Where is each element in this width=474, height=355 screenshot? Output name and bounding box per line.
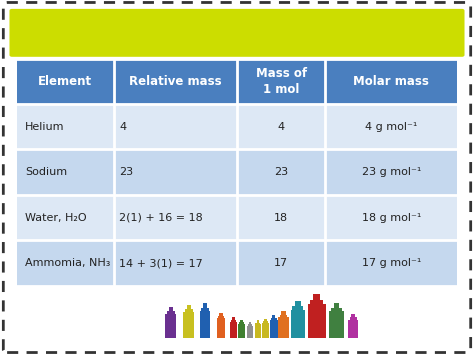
Text: Element: Element — [38, 75, 92, 88]
Bar — [17, 59, 457, 104]
Bar — [238, 324, 245, 338]
Bar — [310, 300, 323, 304]
Bar — [249, 322, 251, 324]
Bar — [291, 310, 305, 338]
Text: Sodium: Sodium — [25, 167, 67, 177]
Bar — [278, 317, 289, 338]
Bar — [218, 316, 224, 318]
Bar — [17, 195, 457, 240]
Bar — [169, 307, 173, 311]
Bar — [232, 317, 235, 320]
Text: Helium: Helium — [25, 122, 64, 132]
Bar — [17, 104, 457, 149]
Bar — [219, 312, 223, 316]
Bar — [247, 326, 253, 338]
Text: 23: 23 — [119, 167, 133, 177]
Text: 18 g mol⁻¹: 18 g mol⁻¹ — [362, 213, 421, 223]
Text: 18: 18 — [274, 213, 288, 223]
Bar — [167, 311, 174, 314]
Bar — [255, 324, 261, 338]
Text: 4: 4 — [119, 122, 127, 132]
Text: Relative mass: Relative mass — [129, 75, 222, 88]
Bar — [185, 309, 192, 312]
Bar — [351, 314, 355, 317]
Bar — [17, 149, 457, 195]
Bar — [203, 303, 207, 308]
Bar — [248, 324, 252, 326]
Bar — [282, 311, 285, 315]
Bar — [313, 294, 320, 300]
Bar — [183, 312, 194, 338]
Bar — [270, 320, 278, 338]
Text: Molar mass: Molar mass — [353, 75, 429, 88]
Text: Water, H₂O: Water, H₂O — [25, 213, 87, 223]
Bar — [165, 314, 176, 338]
Bar — [256, 321, 259, 323]
Bar — [200, 311, 210, 338]
Text: Ammomia, NH₃: Ammomia, NH₃ — [25, 258, 110, 268]
Bar — [217, 318, 225, 338]
Bar — [292, 306, 303, 310]
Bar — [239, 322, 244, 324]
Bar — [17, 240, 457, 286]
Text: 14 + 3(1) = 17: 14 + 3(1) = 17 — [119, 258, 203, 268]
Bar — [349, 317, 356, 320]
Bar — [230, 322, 237, 338]
Bar — [231, 320, 236, 322]
Bar — [240, 320, 243, 322]
Bar — [280, 315, 287, 317]
Bar — [201, 308, 209, 311]
Bar — [271, 318, 277, 320]
Bar — [348, 320, 358, 338]
Bar — [329, 311, 344, 338]
Text: Mass of
1 mol: Mass of 1 mol — [255, 67, 307, 96]
Bar — [262, 323, 269, 338]
Bar — [263, 321, 268, 323]
Text: 2(1) + 16 = 18: 2(1) + 16 = 18 — [119, 213, 203, 223]
Text: 4: 4 — [277, 122, 285, 132]
Text: 23: 23 — [274, 167, 288, 177]
Bar — [334, 303, 339, 308]
Bar — [308, 304, 326, 338]
Bar — [331, 308, 342, 311]
Bar — [255, 323, 260, 324]
Text: 23 g mol⁻¹: 23 g mol⁻¹ — [362, 167, 421, 177]
Text: 17 g mol⁻¹: 17 g mol⁻¹ — [362, 258, 421, 268]
FancyBboxPatch shape — [3, 2, 471, 353]
Bar — [264, 318, 267, 321]
Bar — [273, 315, 275, 318]
Bar — [187, 305, 191, 309]
Text: 17: 17 — [274, 258, 288, 268]
Text: 4 g mol⁻¹: 4 g mol⁻¹ — [365, 122, 418, 132]
FancyBboxPatch shape — [9, 9, 465, 57]
Bar — [295, 301, 301, 306]
